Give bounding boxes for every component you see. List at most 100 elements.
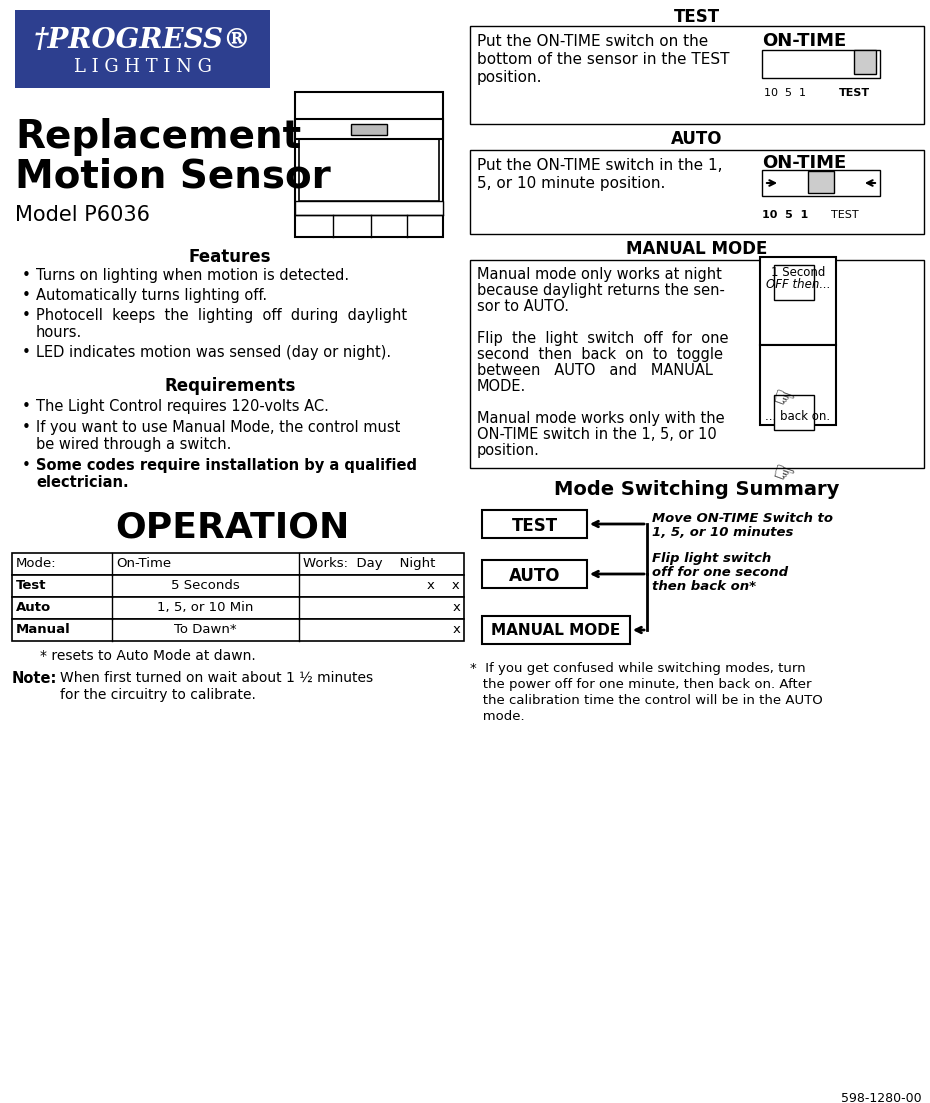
Text: Flip  the  light  switch  off  for  one: Flip the light switch off for one bbox=[477, 331, 728, 346]
Text: Move ON-TIME Switch to: Move ON-TIME Switch to bbox=[652, 512, 833, 525]
Text: 1, 5, or 10 Min: 1, 5, or 10 Min bbox=[157, 601, 254, 614]
Text: When first turned on wait about 1 ½ minutes: When first turned on wait about 1 ½ minu… bbox=[60, 671, 373, 685]
Text: position.: position. bbox=[477, 443, 540, 458]
Text: 5, or 10 minute position.: 5, or 10 minute position. bbox=[477, 176, 665, 191]
Text: MANUAL MODE: MANUAL MODE bbox=[491, 623, 620, 638]
Text: bottom of the sensor in the TEST: bottom of the sensor in the TEST bbox=[477, 52, 729, 67]
Text: TEST: TEST bbox=[824, 210, 858, 219]
Text: Manual mode only works at night: Manual mode only works at night bbox=[477, 267, 722, 282]
Bar bbox=[295, 119, 443, 139]
Text: mode.: mode. bbox=[470, 710, 525, 722]
Bar bbox=[774, 265, 814, 300]
Bar bbox=[762, 50, 880, 78]
Text: ON-TIME switch in the 1, 5, or 10: ON-TIME switch in the 1, 5, or 10 bbox=[477, 427, 717, 442]
Text: because daylight returns the sen-: because daylight returns the sen- bbox=[477, 283, 724, 298]
Text: OFF then...: OFF then... bbox=[765, 278, 830, 291]
Bar bbox=[295, 201, 443, 215]
Text: The Light Control requires 120-volts AC.: The Light Control requires 120-volts AC. bbox=[36, 399, 329, 414]
Text: To Dawn*: To Dawn* bbox=[174, 623, 237, 636]
Text: •: • bbox=[22, 345, 31, 360]
Text: between   AUTO   and   MANUAL: between AUTO and MANUAL bbox=[477, 363, 713, 378]
Text: Flip light switch: Flip light switch bbox=[652, 552, 771, 565]
Text: 1 Second: 1 Second bbox=[771, 266, 825, 279]
Text: Turns on lighting when motion is detected.: Turns on lighting when motion is detecte… bbox=[36, 268, 349, 283]
Text: Works:  Day    Night: Works: Day Night bbox=[303, 557, 435, 570]
Text: position.: position. bbox=[477, 69, 542, 85]
Text: Mode:: Mode: bbox=[16, 557, 57, 570]
Text: TEST: TEST bbox=[674, 8, 720, 26]
Bar bbox=[12, 553, 464, 575]
Text: second  then  back  on  to  toggle: second then back on to toggle bbox=[477, 347, 723, 362]
Text: AUTO: AUTO bbox=[671, 130, 723, 148]
Text: be wired through a switch.: be wired through a switch. bbox=[36, 437, 232, 452]
Text: MANUAL MODE: MANUAL MODE bbox=[626, 240, 767, 258]
Text: Note:: Note: bbox=[12, 671, 58, 686]
Bar bbox=[854, 50, 876, 74]
Text: Automatically turns lighting off.: Automatically turns lighting off. bbox=[36, 288, 267, 303]
Bar bbox=[760, 257, 836, 345]
Text: Replacement: Replacement bbox=[15, 118, 301, 156]
Text: Features: Features bbox=[189, 248, 272, 266]
Bar bbox=[762, 170, 880, 196]
Text: the power off for one minute, then back on. After: the power off for one minute, then back … bbox=[470, 678, 812, 690]
Text: off for one second: off for one second bbox=[652, 566, 788, 579]
Text: 598-1280-00: 598-1280-00 bbox=[842, 1092, 922, 1103]
Text: LED indicates motion was sensed (day or night).: LED indicates motion was sensed (day or … bbox=[36, 345, 392, 360]
Text: 1, 5, or 10 minutes: 1, 5, or 10 minutes bbox=[652, 526, 793, 539]
Text: ☞: ☞ bbox=[768, 460, 797, 490]
Text: •: • bbox=[22, 420, 31, 435]
Text: 10  5  1: 10 5 1 bbox=[764, 88, 813, 98]
Bar bbox=[470, 150, 924, 234]
Text: •: • bbox=[22, 399, 31, 414]
Text: sor to AUTO.: sor to AUTO. bbox=[477, 299, 569, 314]
Text: Model P6036: Model P6036 bbox=[15, 205, 150, 225]
Text: Put the ON-TIME switch on the: Put the ON-TIME switch on the bbox=[477, 34, 709, 49]
Bar bbox=[12, 575, 464, 597]
Text: 10  5  1: 10 5 1 bbox=[762, 210, 808, 219]
Text: MODE.: MODE. bbox=[477, 379, 526, 394]
Bar bbox=[299, 139, 439, 201]
Bar bbox=[774, 395, 814, 430]
Text: Some codes require installation by a qualified: Some codes require installation by a qua… bbox=[36, 458, 417, 473]
Text: On-Time: On-Time bbox=[116, 557, 171, 570]
Text: •: • bbox=[22, 308, 31, 323]
Bar bbox=[482, 615, 630, 644]
Bar bbox=[470, 260, 924, 468]
Text: for the circuitry to calibrate.: for the circuitry to calibrate. bbox=[60, 688, 256, 702]
Text: Put the ON-TIME switch in the 1,: Put the ON-TIME switch in the 1, bbox=[477, 158, 723, 173]
Text: Test: Test bbox=[16, 579, 46, 592]
Bar bbox=[295, 92, 443, 237]
Text: Photocell  keeps  the  lighting  off  during  daylight: Photocell keeps the lighting off during … bbox=[36, 308, 407, 323]
Text: Manual: Manual bbox=[16, 623, 71, 636]
Bar bbox=[15, 10, 270, 88]
Text: †PROGRESS®: †PROGRESS® bbox=[33, 26, 251, 54]
Text: •: • bbox=[22, 458, 31, 473]
Bar bbox=[760, 345, 836, 425]
Text: Auto: Auto bbox=[16, 601, 51, 614]
Text: x    x: x x bbox=[427, 579, 460, 592]
Text: ON-TIME: ON-TIME bbox=[762, 154, 846, 172]
Bar bbox=[482, 510, 587, 538]
Bar bbox=[12, 619, 464, 641]
Text: then back on*: then back on* bbox=[652, 580, 756, 593]
Text: hours.: hours. bbox=[36, 325, 82, 340]
Text: •: • bbox=[22, 268, 31, 283]
Text: electrician.: electrician. bbox=[36, 475, 128, 490]
Text: x: x bbox=[452, 601, 460, 614]
Text: Manual mode works only with the: Manual mode works only with the bbox=[477, 411, 724, 426]
Text: Requirements: Requirements bbox=[165, 377, 296, 395]
Bar bbox=[482, 560, 587, 588]
Text: * resets to Auto Mode at dawn.: * resets to Auto Mode at dawn. bbox=[40, 649, 256, 663]
Text: •: • bbox=[22, 288, 31, 303]
Bar bbox=[808, 171, 834, 193]
Text: ON-TIME: ON-TIME bbox=[762, 32, 846, 50]
Text: ... back on.: ... back on. bbox=[765, 410, 830, 422]
Text: Motion Sensor: Motion Sensor bbox=[15, 158, 331, 196]
Text: TEST: TEST bbox=[839, 88, 870, 98]
Text: x: x bbox=[452, 623, 460, 636]
Text: L I G H T I N G: L I G H T I N G bbox=[73, 58, 211, 76]
Text: ☞: ☞ bbox=[768, 385, 797, 415]
Text: AUTO: AUTO bbox=[509, 567, 560, 585]
Text: If you want to use Manual Mode, the control must: If you want to use Manual Mode, the cont… bbox=[36, 420, 401, 435]
Text: 5 Seconds: 5 Seconds bbox=[171, 579, 240, 592]
